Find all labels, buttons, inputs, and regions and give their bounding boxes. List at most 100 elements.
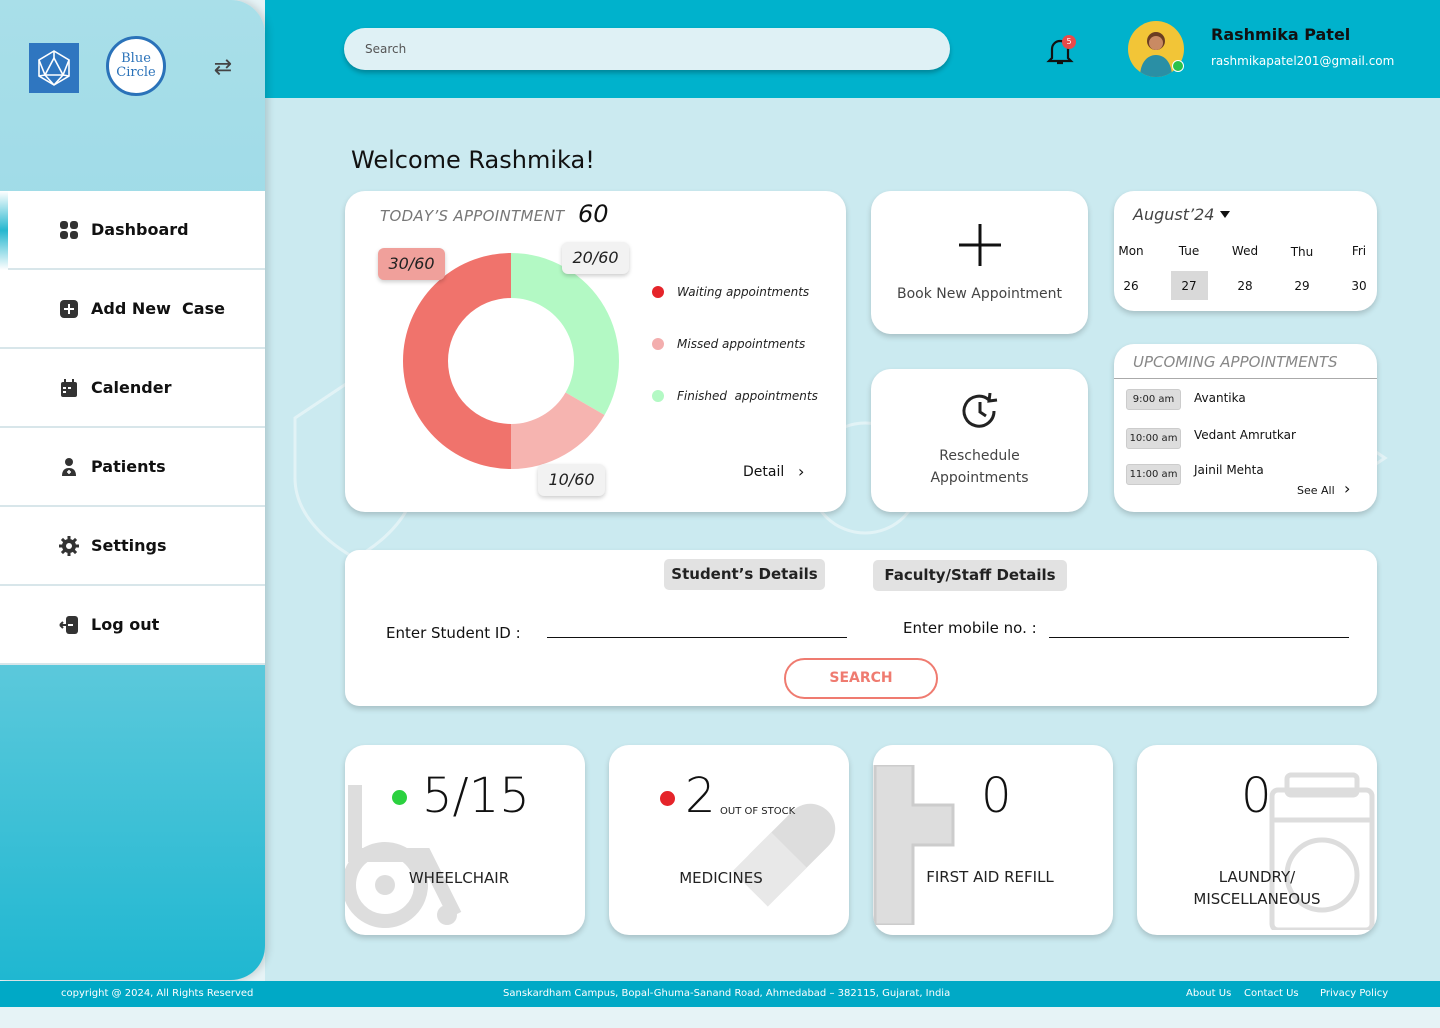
- calendar-icon: [59, 378, 79, 398]
- month-selector[interactable]: August’24: [1133, 205, 1215, 224]
- student-id-field[interactable]: [547, 637, 847, 638]
- online-status-dot: [1172, 60, 1184, 72]
- wheelchair-status-dot: [392, 790, 407, 805]
- mobile-label: Enter mobile no. :: [903, 619, 1037, 637]
- appointments-total: 60: [578, 200, 609, 228]
- legend-waiting: Waiting appointments: [652, 285, 809, 299]
- wheelchair-count: 5/15: [422, 768, 530, 824]
- legend-dot: [652, 286, 664, 298]
- upcoming-title: UPCOMING APPOINTMENTS: [1133, 353, 1338, 371]
- wheelchair-label: WHEELCHAIR: [408, 869, 510, 887]
- plus-icon: [959, 224, 1001, 266]
- chevron-right-icon[interactable]: ›: [798, 462, 805, 481]
- reschedule-button[interactable]: [871, 369, 1088, 512]
- legend-label: Waiting appointments: [677, 285, 810, 299]
- tab-student-details[interactable]: Student’s Details: [664, 559, 825, 590]
- search-input[interactable]: Search: [344, 28, 950, 70]
- first-aid-card[interactable]: [873, 745, 1113, 935]
- sidebar-item-patients[interactable]: Patients: [0, 428, 265, 507]
- weekday-mon: Mon: [1118, 244, 1144, 258]
- donut-slice-waiting: [403, 253, 511, 469]
- blue-circle-logo[interactable]: Blue Circle: [106, 36, 166, 96]
- upcoming-patient[interactable]: Jainil Mehta: [1194, 463, 1264, 477]
- out-of-stock-note: OUT OF STOCK: [720, 806, 796, 817]
- upcoming-patient[interactable]: Avantika: [1194, 391, 1246, 405]
- tab-faculty-details[interactable]: Faculty/Staff Details: [873, 560, 1067, 591]
- missed-tag: 10/60: [538, 464, 605, 496]
- medicines-count: 2: [685, 768, 716, 824]
- legend-label: Finished appointments: [677, 389, 818, 403]
- reschedule-label-line2: Appointments: [930, 470, 1029, 486]
- finished-tag: 20/60: [562, 242, 629, 274]
- laundry-label-line2: MISCELLANEOUS: [1193, 890, 1321, 908]
- sidebar-item-calender[interactable]: Calender: [0, 349, 265, 428]
- washing-machine-icon: [1269, 772, 1375, 930]
- see-all-link[interactable]: See All: [1297, 484, 1335, 497]
- date-29[interactable]: 29: [1294, 279, 1310, 293]
- time-badge: 11:00 am: [1126, 464, 1181, 485]
- medicines-label: MEDICINES: [679, 869, 763, 887]
- upcoming-patient[interactable]: Vedant Amrutkar: [1194, 428, 1296, 442]
- weekday-fri: Fri: [1351, 244, 1367, 258]
- pill-icon: [732, 803, 836, 907]
- date-28[interactable]: 28: [1237, 279, 1253, 293]
- donut-slice-finished: [511, 253, 619, 415]
- logout-icon: [59, 615, 79, 635]
- caret-down-icon[interactable]: [1219, 210, 1231, 220]
- sidebar-nav: Dashboard Add New Case Calender Patients…: [0, 191, 265, 665]
- user-email: rashmikapatel201@gmail.com: [1211, 54, 1395, 68]
- sidebar-item-add-new-case[interactable]: Add New Case: [0, 270, 265, 349]
- footer: copyright @ 2024, All Rights Reserved Sa…: [0, 981, 1440, 1007]
- first-aid-label: FIRST AID REFILL: [926, 868, 1054, 886]
- notification-badge: 5: [1062, 35, 1076, 49]
- logo-text-line2: Circle: [116, 65, 156, 80]
- medicines-card[interactable]: [609, 745, 849, 935]
- legend-finished: Finished appointments: [652, 389, 818, 403]
- polyhedron-icon: [38, 50, 70, 86]
- time-badge: 9:00 am: [1126, 389, 1181, 410]
- copyright: copyright @ 2024, All Rights Reserved: [61, 988, 254, 999]
- gear-icon: [59, 535, 79, 556]
- chevron-right-icon[interactable]: ›: [1344, 479, 1351, 498]
- logo-text-line1: Blue: [121, 51, 151, 66]
- weekday-wed: Wed: [1231, 244, 1259, 258]
- sidebar-item-settings[interactable]: Settings: [0, 507, 265, 586]
- donut-slice-missed: [511, 392, 605, 469]
- sidebar-item-label: Dashboard: [91, 220, 189, 239]
- selected-day-highlight: [1171, 271, 1208, 300]
- time-badge: 10:00 am: [1126, 428, 1181, 449]
- user-name: Rashmika Patel: [1211, 25, 1351, 44]
- footer-link-privacy[interactable]: Privacy Policy: [1320, 988, 1389, 999]
- plus-square-icon: [59, 299, 79, 319]
- footer-link-about[interactable]: About Us: [1186, 988, 1232, 999]
- detail-link[interactable]: Detail: [743, 464, 785, 480]
- sidebar-item-dashboard[interactable]: Dashboard: [0, 191, 265, 270]
- student-id-label: Enter Student ID :: [386, 624, 521, 642]
- weekday-thu: Thu: [1290, 245, 1314, 259]
- date-30[interactable]: 30: [1351, 279, 1367, 293]
- footer-link-contact[interactable]: Contact Us: [1244, 988, 1299, 999]
- legend-dot: [652, 338, 664, 350]
- sidebar-item-label: Add New Case: [91, 299, 225, 318]
- brand-logo-icon[interactable]: [29, 43, 79, 93]
- laundry-card[interactable]: [1137, 745, 1377, 935]
- sidebar-item-label: Settings: [91, 536, 167, 555]
- reschedule-label-line1: Reschedule: [939, 448, 1020, 464]
- sidebar: Blue Circle ⇄ Dashboard Add New Case Cal…: [0, 0, 265, 980]
- date-27[interactable]: 27: [1181, 279, 1197, 293]
- address: Sanskardham Campus, Bopal-Ghuma-Sanand R…: [503, 988, 951, 999]
- sidebar-item-logout[interactable]: Log out: [0, 586, 265, 665]
- waiting-tag: 30/60: [378, 248, 445, 280]
- legend-dot: [652, 390, 664, 402]
- details-search-card: [345, 550, 1377, 706]
- wheelchair-card[interactable]: [345, 745, 585, 935]
- mobile-field[interactable]: [1049, 637, 1349, 638]
- date-26[interactable]: 26: [1123, 279, 1139, 293]
- search-button[interactable]: SEARCH: [784, 658, 938, 699]
- collapse-toggle-icon[interactable]: ⇄: [213, 55, 233, 80]
- legend-missed: Missed appointments: [652, 337, 805, 351]
- medicines-status-dot: [660, 791, 675, 806]
- weekday-tue: Tue: [1178, 244, 1200, 258]
- calendar-card: [1114, 191, 1377, 311]
- book-appointment-label: Book New Appointment: [896, 286, 1063, 302]
